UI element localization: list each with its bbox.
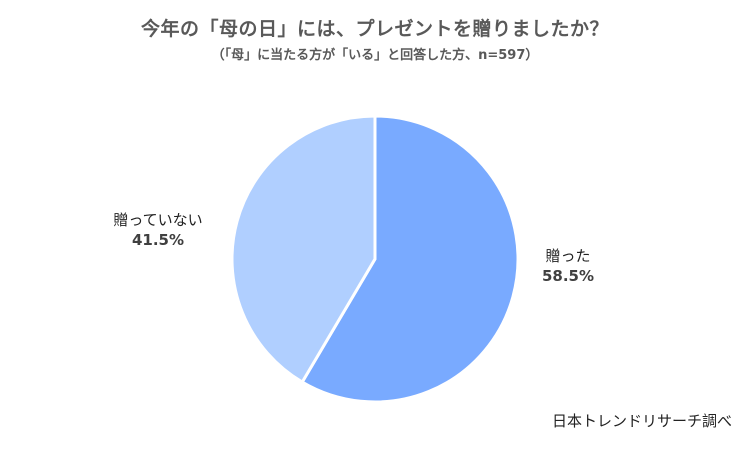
slice-category-not-gave: 贈っていない <box>113 211 203 229</box>
pie-slice-not-gave <box>230 114 377 384</box>
slice-label-not-gave: 贈っていない 41.5% <box>98 210 218 250</box>
slice-category-gave: 贈った <box>545 247 591 265</box>
slice-value-not-gave: 41.5% <box>131 231 185 249</box>
source-note: 日本トレンドリサーチ調べ <box>551 412 732 430</box>
pie-slice-gave <box>300 114 520 404</box>
chart-subtitle: （「母」に当たる方が「いる」と回答した方、n=597） <box>211 48 539 63</box>
slice-value-gave: 58.5% <box>541 267 595 285</box>
chart-title: 今年の「母の日」には、プレゼントを贈りましたか？ <box>140 18 609 40</box>
slice-label-gave: 贈った 58.5% <box>528 246 608 286</box>
